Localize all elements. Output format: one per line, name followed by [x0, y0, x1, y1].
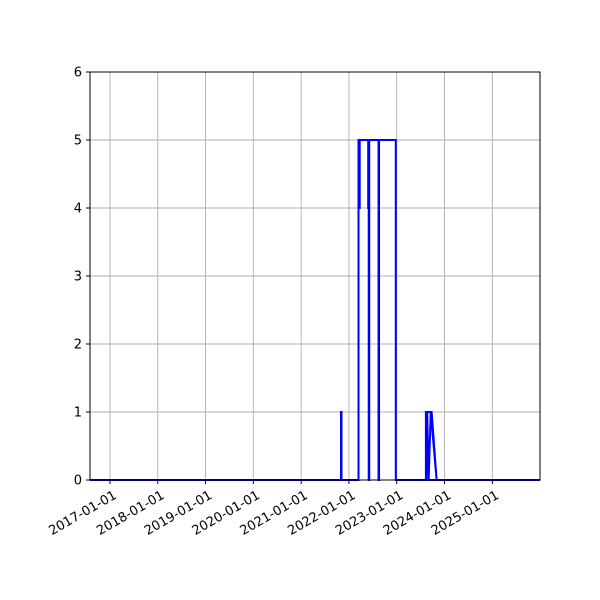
y-tick-label: 6 [74, 66, 82, 81]
series-line-0 [90, 139, 540, 481]
y-tick-label: 4 [74, 202, 82, 217]
y-tick-label: 5 [74, 134, 82, 149]
y-tick-label: 0 [74, 474, 82, 489]
grid [90, 71, 540, 481]
y-axis: 0 1 2 3 4 5 6 [74, 66, 90, 489]
y-tick-label: 3 [74, 270, 82, 285]
plot-area [90, 139, 540, 481]
y-tick-label: 2 [74, 338, 82, 353]
y-tick-label: 1 [74, 406, 82, 421]
